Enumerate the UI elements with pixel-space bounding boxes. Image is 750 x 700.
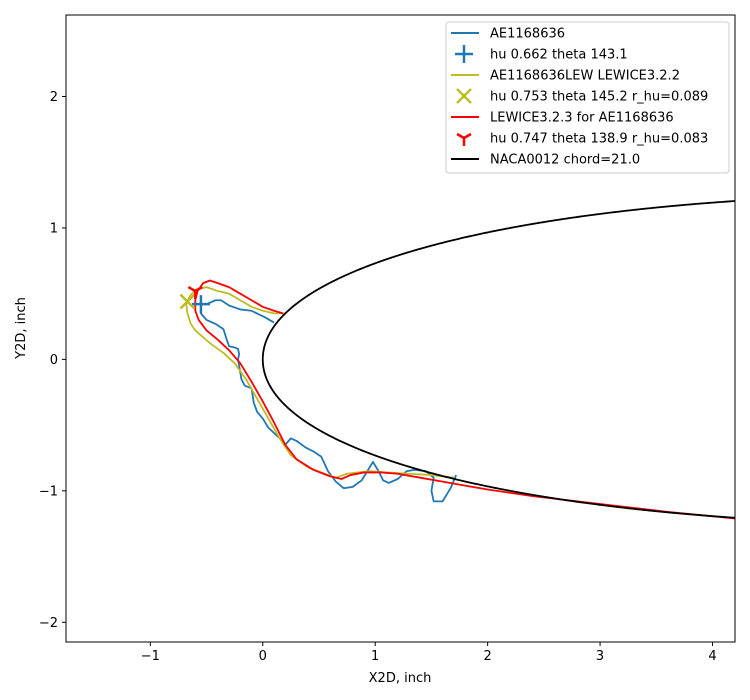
series-hu-0-753-theta-145-2-r-hu-0-089-marker [179, 293, 196, 310]
y-tick-label: −1 [39, 484, 58, 499]
legend-marker [456, 132, 472, 146]
series-ae1168636-line [200, 299, 457, 503]
x-tick-label: 4 [708, 649, 716, 664]
x-tick-label: 0 [259, 649, 267, 664]
x-tick-label: −1 [141, 649, 160, 664]
legend-item-hu-0-747-theta-138-9-r-hu-0-083: hu 0.747 theta 138.9 r_hu=0.083 [456, 132, 708, 147]
legend-label: hu 0.747 theta 138.9 r_hu=0.083 [490, 132, 708, 147]
legend-item-hu-0-753-theta-145-2-r-hu-0-089: hu 0.753 theta 145.2 r_hu=0.089 [456, 88, 708, 105]
x-axis-label: X2D, inch [369, 671, 432, 686]
series-ae1168636lew-lewice3-2-2-line [185, 286, 455, 479]
legend: AE1168636 hu 0.662 theta 143.1 AE1168636LE… [445, 21, 730, 174]
y-tick-label: 2 [50, 90, 58, 105]
y-tick-label: 0 [50, 353, 58, 368]
legend-box [445, 21, 730, 174]
legend-label: hu 0.662 theta 143.1 [490, 48, 628, 63]
x-axis: −1 0 1 2 3 4 [141, 642, 717, 664]
legend-item-ae1168636lew-lewice3-2-2: AE1168636LEW LEWICE3.2.2 [451, 69, 680, 84]
legend-item-lewice3-2-3-for-ae1168636: LEWICE3.2.3 for AE1168636 [451, 111, 674, 126]
series-lewice3-2-3-for-ae1168636-line [194, 279, 735, 520]
plot-frame [65, 14, 736, 643]
legend-item-naca0012-chord-21-0: NACA0012 chord=21.0 [451, 153, 640, 168]
x-tick-label: 3 [596, 649, 604, 664]
series-hu-0-747-theta-138-9-r-hu-0-083-marker [187, 285, 203, 300]
legend-marker [455, 45, 473, 63]
y-axis: −2 −1 0 1 2 [39, 90, 66, 631]
legend-item-ae1168636: AE1168636 [451, 27, 565, 42]
legend-label: LEWICE3.2.3 for AE1168636 [490, 111, 674, 126]
legend-label: AE1168636LEW LEWICE3.2.2 [490, 69, 680, 84]
series-hu-0-662-theta-143-1-marker [191, 295, 210, 314]
series-naca0012-chord-21-0-line [261, 200, 735, 519]
x-tick-label: 2 [483, 649, 491, 664]
legend-item-hu-0-662-theta-143-1: hu 0.662 theta 143.1 [455, 45, 628, 63]
y-tick-label: 1 [50, 221, 58, 236]
legend-label: hu 0.753 theta 145.2 r_hu=0.089 [490, 90, 708, 105]
y-tick-label: −2 [39, 616, 58, 631]
y-axis-label: Y2D, inch [14, 297, 29, 360]
plot-area [179, 200, 735, 520]
legend-label: NACA0012 chord=21.0 [490, 153, 640, 168]
legend-marker [456, 88, 472, 104]
legend-label: AE1168636 [490, 27, 565, 42]
x-tick-label: 1 [371, 649, 379, 664]
